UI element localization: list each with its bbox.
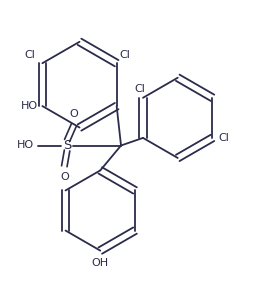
- Text: OH: OH: [92, 258, 109, 267]
- Text: Cl: Cl: [218, 133, 229, 143]
- Text: HO: HO: [17, 141, 34, 150]
- Text: HO: HO: [21, 101, 38, 111]
- Text: S: S: [63, 139, 71, 152]
- Text: Cl: Cl: [120, 50, 130, 61]
- Text: Cl: Cl: [135, 84, 146, 94]
- Text: O: O: [60, 172, 69, 182]
- Text: O: O: [70, 109, 78, 119]
- Text: Cl: Cl: [25, 50, 36, 61]
